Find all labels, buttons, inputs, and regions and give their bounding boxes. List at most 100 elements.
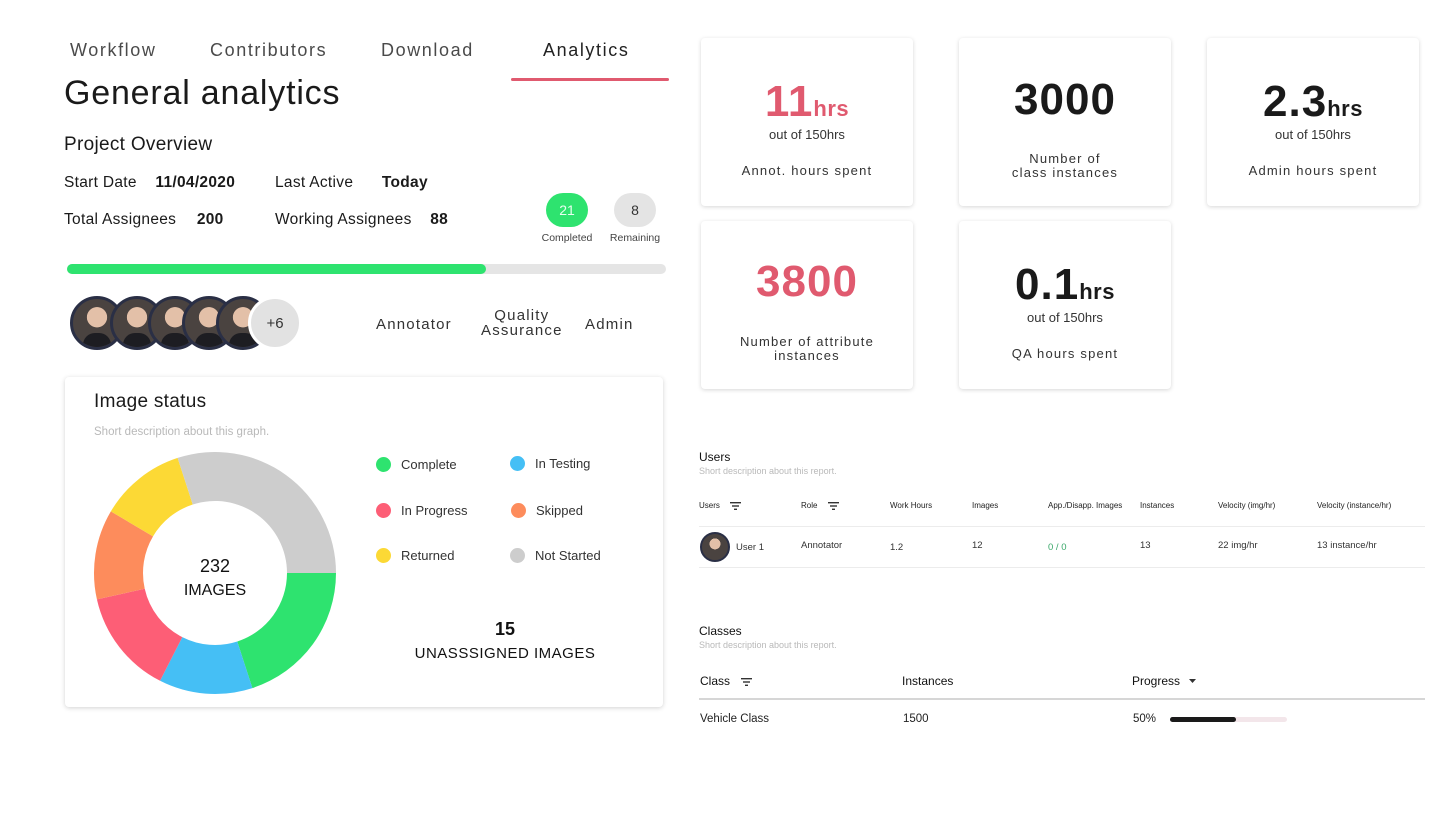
col-header-progress[interactable]: Progress <box>1132 674 1197 688</box>
more-avatars-badge[interactable]: +6 <box>248 296 302 350</box>
image-status-donut-chart: 232 IMAGES <box>94 452 336 694</box>
class-progress-fill <box>1170 717 1236 722</box>
image-status-title: Image status <box>94 391 207 412</box>
donut-center-count: 232 <box>200 556 230 576</box>
filter-icon[interactable] <box>730 501 742 510</box>
legend-in-testing[interactable]: In Testing <box>510 456 590 471</box>
filter-icon[interactable] <box>827 501 839 510</box>
donut-segment-not-started[interactable] <box>177 452 336 573</box>
donut-segment-in-testing[interactable] <box>160 637 253 694</box>
avatar[interactable] <box>70 296 124 350</box>
donut-segment-skipped[interactable] <box>94 511 154 600</box>
tab-download[interactable]: Download <box>381 40 474 60</box>
start-date: Start Date 11/04/2020 <box>64 174 235 192</box>
qa-hours-label: QA hours spent <box>1011 346 1119 361</box>
classes-report-description: Short description about this report. <box>699 640 837 650</box>
legend-returned[interactable]: Returned <box>376 548 454 563</box>
qa-hours-unit: hrs <box>1079 279 1115 304</box>
role-filter-admin[interactable]: Admin <box>585 316 634 333</box>
complete-dot-icon <box>376 457 391 472</box>
avatar[interactable] <box>700 532 730 562</box>
class-name[interactable]: Vehicle Class <box>700 713 770 725</box>
tab-analytics[interactable]: Analytics <box>543 40 630 60</box>
filter-icon[interactable] <box>741 677 753 686</box>
caret-down-icon[interactable] <box>1189 679 1197 684</box>
class-instances-label-line2: class instances <box>1011 164 1119 180</box>
remaining-label: Remaining <box>609 232 661 244</box>
col-header-velocity-img[interactable]: Velocity (img/hr) <box>1218 501 1276 510</box>
working-assignees: Working Assignees 88 <box>275 211 448 229</box>
attribute-instances-label-line2: instances <box>774 347 840 363</box>
annot-hours-sub: out of 150hrs <box>769 127 845 142</box>
legend-returned-label: Returned <box>401 548 455 563</box>
col-header-instances[interactable]: Instances <box>1140 501 1175 510</box>
legend-not-started-label: Not Started <box>535 548 601 563</box>
tab-workflow[interactable]: Workflow <box>70 40 157 60</box>
col-header-velocity-instance[interactable]: Velocity (instance/hr) <box>1317 501 1392 510</box>
col-header-role[interactable]: Role <box>801 501 839 510</box>
legend-in-progress-label: In Progress <box>401 503 468 518</box>
returned-dot-icon <box>376 548 391 563</box>
image-status-card: Image status Short description about thi… <box>65 377 663 707</box>
class-instances-label: Number of class instances <box>979 152 1151 179</box>
user-images: 12 <box>972 540 983 551</box>
col-header-app-disapp-images[interactable]: App./Disapp. Images <box>1048 501 1123 510</box>
donut-segment-in-progress[interactable] <box>96 588 183 681</box>
user-name[interactable]: User 1 <box>736 542 764 553</box>
tab-contributors[interactable]: Contributors <box>210 40 328 60</box>
completed-count: 21 <box>546 193 588 227</box>
user-role: Annotator <box>801 540 843 551</box>
col-header-class[interactable]: Class <box>700 674 753 688</box>
working-assignees-value: 88 <box>430 211 449 228</box>
classes-header-divider <box>699 698 1425 700</box>
attribute-instances-label: Number of attribute instances <box>721 335 893 362</box>
user-app-disapp-images[interactable]: 0 / 0 <box>1048 542 1067 553</box>
donut-segment-returned[interactable] <box>110 457 193 537</box>
col-header-images[interactable]: Images <box>972 501 999 510</box>
active-tab-indicator <box>511 78 669 81</box>
col-header-work-hours[interactable]: Work Hours <box>890 501 933 510</box>
annot-hours-unit: hrs <box>813 96 850 121</box>
skipped-dot-icon <box>511 503 526 518</box>
legend-complete-label: Complete <box>401 457 457 472</box>
working-assignees-label: Working Assignees <box>275 211 412 228</box>
admin-hours-label: Admin hours spent <box>1248 163 1378 178</box>
user-velocity-instance: 13 instance/hr <box>1317 540 1377 551</box>
team-avatars[interactable]: +6 <box>70 296 310 350</box>
last-active-label: Last Active <box>275 174 354 191</box>
col-header-class-instances[interactable]: Instances <box>902 674 954 688</box>
legend-skipped[interactable]: Skipped <box>511 503 583 518</box>
class-progress-bar <box>1170 717 1287 722</box>
legend-not-started[interactable]: Not Started <box>510 548 601 563</box>
col-header-users[interactable]: Users <box>699 501 742 510</box>
role-filter-annotator[interactable]: Annotator <box>376 316 452 333</box>
stat-card-qa-hours: 0.1hrs out of 150hrs QA hours spent <box>959 221 1171 389</box>
project-progress-bar <box>67 264 666 274</box>
legend-in-progress[interactable]: In Progress <box>376 503 467 518</box>
donut-center-label: IMAGES <box>184 582 246 599</box>
project-progress-fill <box>67 264 487 274</box>
col-header-class-label: Class <box>700 674 731 688</box>
role-filter-quality-assurance[interactable]: Quality Assurance <box>481 308 563 338</box>
admin-hours-sub: out of 150hrs <box>1275 127 1351 142</box>
page-title: General analytics <box>64 74 341 112</box>
legend-skipped-label: Skipped <box>536 503 583 518</box>
annot-hours-value: 11hrs <box>701 78 913 133</box>
completed-counter: 21 Completed <box>532 193 602 244</box>
donut-segment-complete[interactable] <box>237 573 336 689</box>
users-report-title: Users <box>699 450 731 464</box>
stat-card-admin-hours: 2.3hrs out of 150hrs Admin hours spent <box>1207 38 1419 206</box>
last-active-value: Today <box>381 174 428 191</box>
not-started-dot-icon <box>510 548 525 563</box>
user-velocity-img: 22 img/hr <box>1218 540 1258 551</box>
annot-hours-label: Annot. hours spent <box>741 163 873 178</box>
legend-complete[interactable]: Complete <box>376 457 457 472</box>
completed-label: Completed <box>541 232 593 244</box>
class-progress-text: 50% <box>1133 713 1157 725</box>
top-tabs: Workflow Contributors Download Analytics <box>60 38 670 82</box>
role-qa-line1: Quality <box>494 307 550 324</box>
in-progress-dot-icon <box>376 503 391 518</box>
admin-hours-unit: hrs <box>1327 96 1363 121</box>
class-instances-count: 1500 <box>903 713 929 725</box>
start-date-value: 11/04/2020 <box>155 174 236 191</box>
